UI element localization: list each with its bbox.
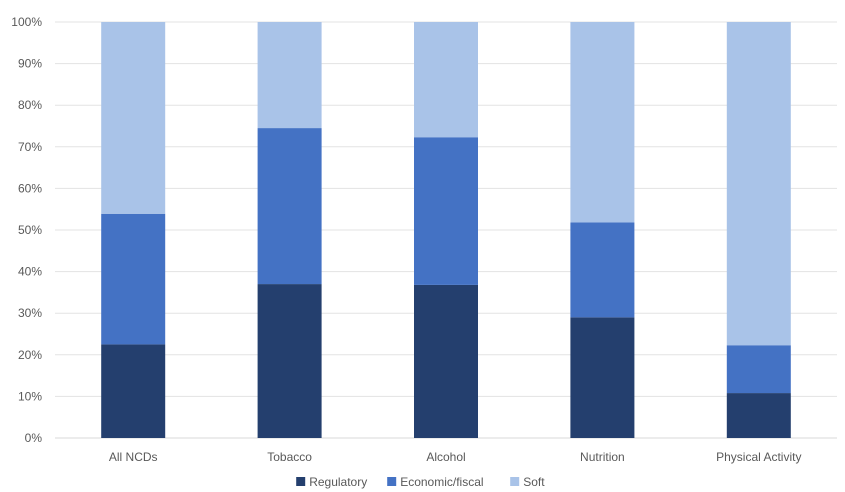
y-tick-label: 0% — [25, 431, 43, 445]
legend: Regulatory Economic/fiscal Soft — [296, 475, 545, 489]
bar-segment — [726, 22, 791, 346]
bar-segment — [414, 22, 478, 138]
bar-segment — [726, 345, 791, 394]
bar-segment — [570, 222, 635, 318]
x-tick-label: Nutrition — [580, 450, 625, 464]
y-tick-label: 10% — [18, 389, 42, 403]
x-tick-label: Physical Activity — [716, 450, 801, 464]
y-tick-label: 90% — [18, 57, 42, 71]
legend-swatch — [387, 477, 397, 486]
x-tick-label: Tobacco — [267, 450, 312, 464]
bar-segment — [570, 22, 635, 223]
legend-label: Economic/fiscal — [400, 475, 483, 489]
bar-segment — [101, 22, 166, 214]
axes: 0% 10% 20% 30% 40% 50% 60% 70% 80% 90% 100% All NCD… — [11, 15, 801, 464]
legend-swatch — [510, 477, 520, 486]
bar-segment — [570, 317, 635, 438]
x-tick-label: Alcohol — [426, 450, 465, 464]
bar-segment — [257, 284, 322, 438]
y-tick-label: 70% — [18, 140, 42, 154]
bar-segment — [101, 213, 166, 345]
y-tick-label: 50% — [18, 223, 42, 237]
legend-label: Soft — [523, 475, 545, 489]
bar-segment — [414, 137, 478, 285]
y-tick-label: 30% — [18, 306, 42, 320]
y-tick-label: 60% — [18, 181, 42, 195]
y-tick-label: 40% — [18, 265, 42, 279]
bar-segment — [257, 22, 322, 129]
bar-segment — [414, 284, 478, 438]
bar-segment — [101, 344, 166, 438]
bars — [101, 22, 791, 438]
legend-swatch — [296, 477, 306, 486]
y-tick-label: 20% — [18, 348, 42, 362]
bar-segment — [257, 128, 322, 285]
bar-segment — [726, 393, 791, 438]
legend-label: Regulatory — [309, 475, 367, 489]
y-tick-label: 100% — [11, 15, 42, 29]
y-tick-label: 80% — [18, 98, 42, 112]
x-tick-label: All NCDs — [109, 450, 158, 464]
